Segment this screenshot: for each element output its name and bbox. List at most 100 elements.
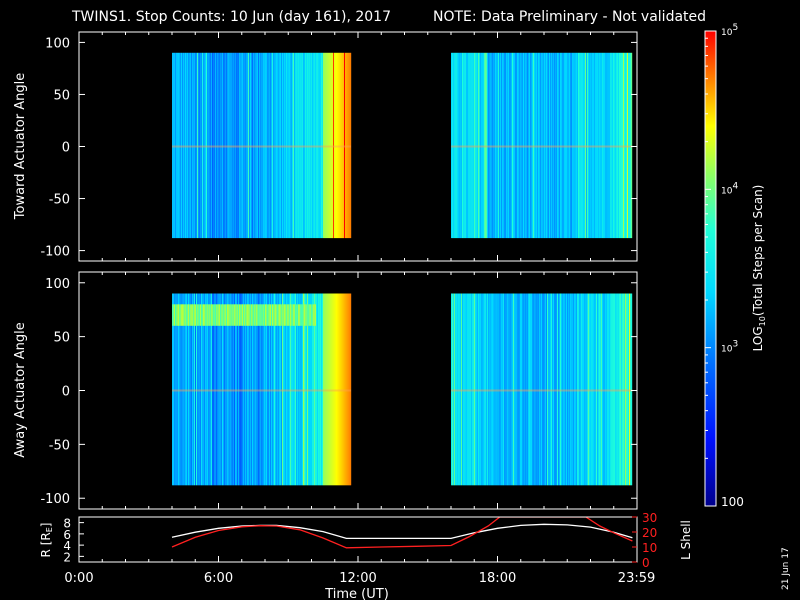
toward-heat-column <box>345 52 347 239</box>
away-heat-band <box>282 304 284 326</box>
toward-heat-column <box>172 52 174 239</box>
away-heat-column <box>192 293 194 486</box>
away-heat-column <box>534 293 536 486</box>
away-heat-column <box>313 293 315 486</box>
away-heat-band <box>203 304 205 326</box>
away-heat-column <box>579 293 581 486</box>
away-heat-column <box>514 293 516 486</box>
away-heat-band <box>231 304 233 326</box>
away-heat-column <box>278 293 280 486</box>
away-heat-band <box>223 304 225 326</box>
away-heat-column <box>271 293 273 486</box>
away-heat-column <box>624 293 626 486</box>
away-heat-band <box>280 304 282 326</box>
away-heat-column <box>459 293 461 486</box>
toward-heat-column <box>555 52 557 239</box>
toward-heat-column <box>181 52 183 239</box>
toward-heat-column <box>570 52 572 239</box>
away-heat-band <box>212 304 214 326</box>
away-heat-band <box>206 304 208 326</box>
away-heat-column <box>584 293 586 486</box>
away-heat-column <box>249 293 251 486</box>
colorbar-gradient <box>705 31 716 506</box>
date-stamp: 21 Jun 17 <box>781 547 791 590</box>
toward-heat-column <box>248 52 250 239</box>
toward-heat-column <box>225 52 227 239</box>
toward-heat-column <box>566 52 568 239</box>
away-heat-band <box>244 304 246 326</box>
away-heat-column <box>193 293 195 486</box>
away-heat-band <box>187 304 189 326</box>
away-heat-column <box>467 293 469 486</box>
away-heat-column <box>574 293 576 486</box>
away-heat-column <box>224 293 226 486</box>
toward-heat-column <box>514 52 516 239</box>
time-tick-label: 12:00 <box>339 571 376 586</box>
away-heat-band <box>181 304 183 326</box>
toward-heat-column <box>220 52 222 239</box>
away-heat-column <box>296 293 298 486</box>
away-heat-column <box>609 293 611 486</box>
away-heat-column <box>615 293 617 486</box>
away-heat-band <box>175 304 177 326</box>
away-heat-band <box>225 304 227 326</box>
toward-heat-column <box>263 52 265 239</box>
away-heat-column <box>263 293 265 486</box>
away-heat-column <box>255 293 257 486</box>
toward-heat-column <box>528 52 530 239</box>
toward-heat-column <box>342 52 344 239</box>
toward-heat-column <box>276 52 278 239</box>
toward-heat-column <box>346 52 348 239</box>
away-heat-column <box>493 293 495 486</box>
away-heat-column <box>570 293 572 486</box>
toward-heat-column <box>568 52 570 239</box>
toward-heat-column <box>282 52 284 239</box>
away-heat-band <box>199 304 201 326</box>
away-heat-column <box>482 293 484 486</box>
toward-heat-column <box>520 52 522 239</box>
away-heat-column <box>329 293 331 486</box>
time-tick-label: 18:00 <box>479 571 516 586</box>
toward-heat-column <box>298 52 300 239</box>
toward-heat-column <box>261 52 263 239</box>
toward-heat-column <box>178 52 180 239</box>
away-heat-column <box>172 293 174 486</box>
away-heat-column <box>272 293 274 486</box>
away-heat-column <box>617 293 619 486</box>
time-tick-label: 0:00 <box>64 571 93 586</box>
toward-heat-column <box>349 52 351 239</box>
away-heat-column <box>527 293 529 486</box>
away-heat-column <box>495 293 497 486</box>
toward-heat-column <box>321 52 323 239</box>
away-heat-band <box>184 304 186 326</box>
away-heat-column <box>196 293 198 486</box>
toward-heat-column <box>277 52 279 239</box>
away-heat-column <box>314 293 316 486</box>
away-heat-column <box>522 293 524 486</box>
toward-heat-column <box>200 52 202 239</box>
away-heat-column <box>561 293 563 486</box>
away-heat-column <box>630 293 632 486</box>
toward-heat-column <box>205 52 207 239</box>
toward-heat-column <box>578 52 580 239</box>
away-heat-band <box>192 304 194 326</box>
away-heat-column <box>573 293 575 486</box>
away-heat-column <box>279 293 281 486</box>
toward-heat-column <box>467 52 469 239</box>
toward-heat-column <box>256 52 258 239</box>
toward-heat-column <box>527 52 529 239</box>
away-heat-column <box>197 293 199 486</box>
toward-heat-column <box>258 52 260 239</box>
toward-heat-column <box>505 52 507 239</box>
toward-heat-column <box>461 52 463 239</box>
toward-heat-column <box>219 52 221 239</box>
toward-heat-column <box>581 52 583 239</box>
away-heat-column <box>194 293 196 486</box>
away-heat-band <box>247 304 249 326</box>
away-heat-column <box>515 293 517 486</box>
toward-heat-column <box>556 52 558 239</box>
away-heat-column <box>631 293 633 486</box>
away-heat-band <box>237 304 239 326</box>
toward-heat-column <box>611 52 613 239</box>
away-heat-column <box>516 293 518 486</box>
